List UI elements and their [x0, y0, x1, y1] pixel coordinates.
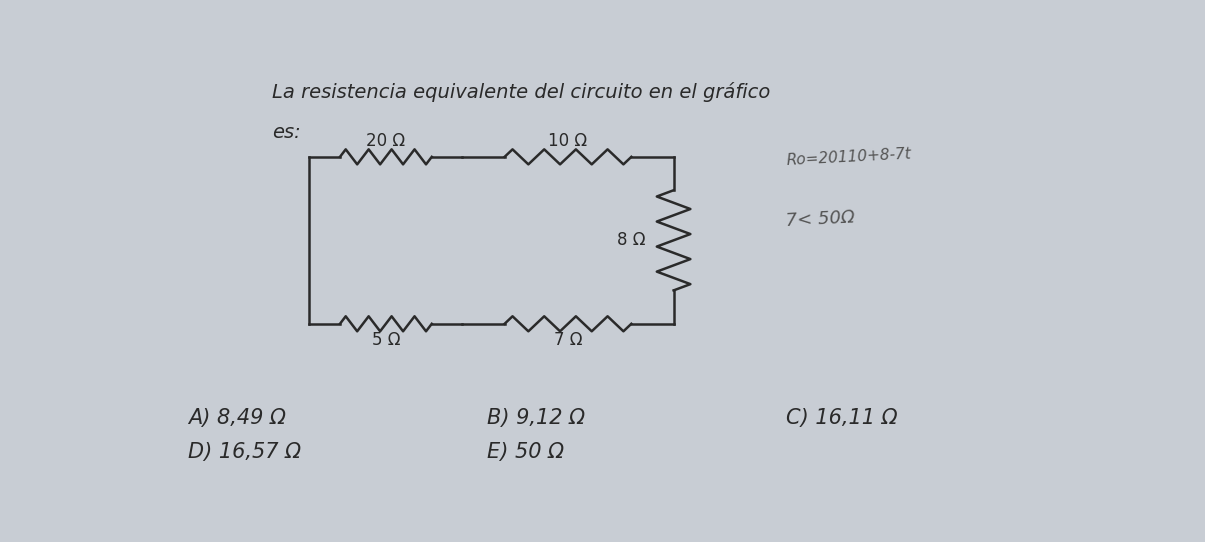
Text: 7 Ω: 7 Ω: [554, 331, 582, 349]
Text: es:: es:: [272, 124, 301, 143]
Text: La resistencia equivalente del circuito en el gráfico: La resistencia equivalente del circuito …: [272, 82, 770, 102]
Text: 8 Ω: 8 Ω: [617, 231, 646, 249]
Text: B) 9,12 Ω: B) 9,12 Ω: [487, 408, 584, 428]
Text: A) 8,49 Ω: A) 8,49 Ω: [188, 408, 286, 428]
Text: 5 Ω: 5 Ω: [371, 331, 400, 349]
Text: E) 50 Ω: E) 50 Ω: [487, 442, 564, 462]
Text: 10 Ω: 10 Ω: [548, 132, 588, 150]
Text: Ro=20110+8-7t: Ro=20110+8-7t: [786, 146, 911, 167]
Text: 7< 50Ω: 7< 50Ω: [786, 209, 856, 230]
Text: C) 16,11 Ω: C) 16,11 Ω: [786, 408, 898, 428]
Text: 20 Ω: 20 Ω: [366, 132, 405, 150]
Text: D) 16,57 Ω: D) 16,57 Ω: [188, 442, 301, 462]
